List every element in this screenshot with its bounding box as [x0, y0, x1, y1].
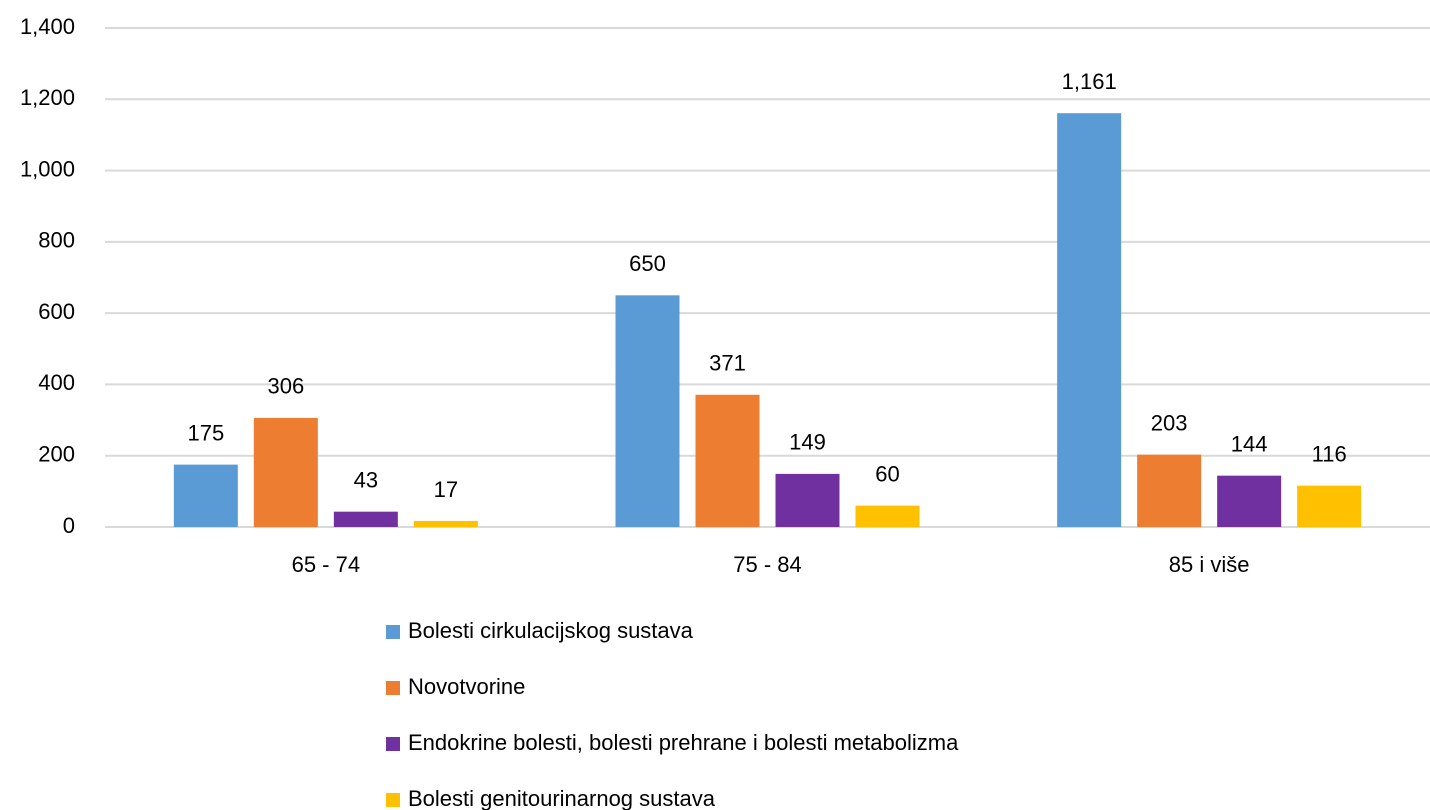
- data-label: 650: [629, 251, 666, 276]
- data-label: 306: [267, 374, 304, 399]
- legend-swatch: [386, 681, 400, 695]
- x-tick-label: 85 i više: [1169, 552, 1250, 577]
- data-label: 144: [1231, 431, 1268, 456]
- data-label: 116: [1312, 441, 1347, 466]
- data-label: 1,161: [1062, 69, 1117, 94]
- bar: [253, 417, 318, 527]
- bar: [615, 295, 680, 527]
- y-tick-label: 1,400: [20, 14, 75, 39]
- legend-swatch: [386, 793, 400, 807]
- data-label: 149: [789, 430, 826, 455]
- legend-label: Endokrine bolesti, bolesti prehrane i bo…: [408, 730, 959, 755]
- bar: [1137, 454, 1202, 527]
- x-tick-label: 75 - 84: [733, 552, 802, 577]
- bar: [695, 394, 760, 527]
- x-tick-label: 65 - 74: [292, 552, 361, 577]
- bar: [333, 511, 398, 527]
- bar: [775, 473, 840, 527]
- bar: [855, 505, 920, 527]
- data-label: 371: [709, 351, 746, 376]
- y-tick-label: 800: [38, 228, 75, 253]
- y-tick-label: 1,000: [20, 156, 75, 181]
- bar: [1217, 475, 1282, 527]
- y-tick-label: 200: [38, 442, 75, 467]
- bar: [413, 520, 478, 527]
- y-tick-label: 1,200: [20, 85, 75, 110]
- legend-swatch: [386, 737, 400, 751]
- y-tick-label: 400: [38, 370, 75, 395]
- data-label: 17: [434, 477, 458, 502]
- data-label: 203: [1151, 410, 1188, 435]
- data-label: 175: [187, 420, 224, 445]
- y-tick-label: 600: [38, 299, 75, 324]
- data-label: 43: [354, 467, 378, 492]
- bar: [1057, 113, 1122, 527]
- legend-swatch: [386, 625, 400, 639]
- bar: [1297, 485, 1362, 527]
- legend-label: Bolesti genitourinarnog sustava: [408, 786, 716, 810]
- y-tick-label: 0: [63, 513, 75, 538]
- bar: [173, 464, 238, 527]
- data-label: 60: [875, 461, 899, 486]
- legend-label: Novotvorine: [408, 674, 525, 699]
- legend-label: Bolesti cirkulacijskog sustava: [408, 618, 694, 643]
